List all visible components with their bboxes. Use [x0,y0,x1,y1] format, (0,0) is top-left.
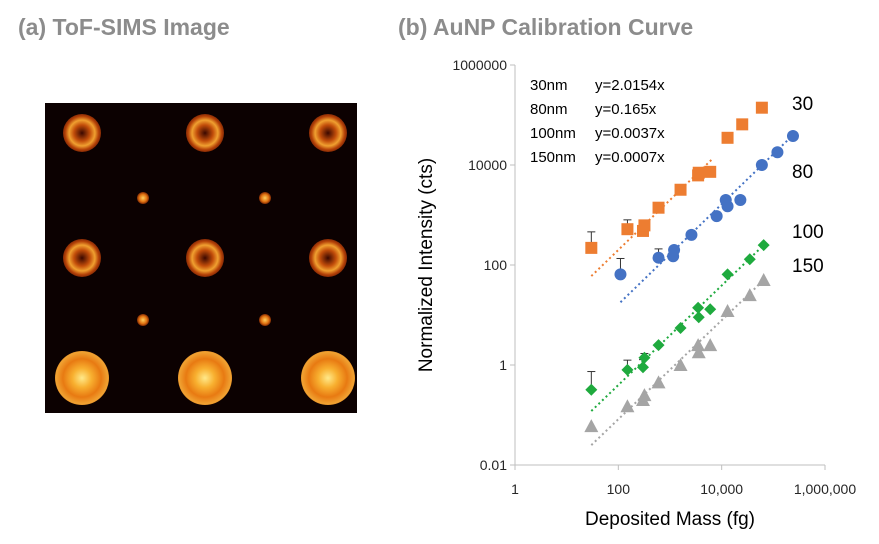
sims-spot [259,314,271,326]
data-point-150 [720,304,735,318]
y-tick-label: 100 [484,257,508,273]
data-point-100 [652,339,665,352]
data-point-80 [668,243,681,256]
data-point-80 [710,210,723,223]
data-point-80 [786,130,799,143]
data-point-30 [674,183,687,196]
equation-size-label: 100nm [530,125,576,142]
series-label-100: 100 [792,222,824,243]
data-point-150 [691,345,706,359]
data-point-150 [584,419,599,433]
equation-size-label: 30nm [530,77,568,94]
data-point-100 [674,321,687,334]
sims-spot [309,114,347,152]
sims-spot [186,114,224,152]
data-point-100 [757,239,770,252]
x-tick-label: 10,000 [700,481,743,497]
tof-sims-image [45,103,357,413]
y-tick-label: 0.01 [480,457,507,473]
equation-fit-label: y=2.0154x [595,77,665,94]
sims-spot [178,351,232,405]
sims-spot [259,192,271,204]
data-point-30 [585,241,598,254]
x-tick-label: 1,000,000 [794,481,856,497]
panel-a-title: (a) ToF-SIMS Image [18,14,230,40]
data-point-30 [638,219,651,232]
trendline-150 [590,279,765,446]
equation-fit-label: y=0.165x [595,101,657,118]
data-point-30 [621,223,634,236]
data-point-100 [621,363,634,376]
x-axis-label: Deposited Mass (fg) [585,509,755,530]
equation-fit-label: y=0.0007x [595,149,665,166]
chart-title: (b) AuNP Calibration Curve [398,14,694,40]
equation-size-label: 80nm [530,101,568,118]
data-point-150 [637,388,652,402]
sims-spot [63,114,101,152]
y-tick-label: 10000 [468,157,507,173]
data-point-80 [614,268,627,281]
sims-spot [186,239,224,277]
x-tick-label: 1 [511,481,519,497]
data-point-30 [755,101,768,114]
sims-spot [55,351,109,405]
series-label-80: 80 [792,162,813,183]
data-point-30 [736,118,749,131]
data-point-80 [685,228,698,241]
data-point-150 [673,358,688,371]
data-point-30 [721,131,734,144]
data-point-150 [742,288,757,302]
data-point-80 [734,193,747,206]
sims-spot [63,239,101,277]
data-point-80 [755,159,768,171]
data-point-100 [636,361,649,374]
series-label-30: 30 [792,94,813,115]
sims-spot [309,239,347,277]
data-point-80 [771,146,784,159]
data-point-100 [704,303,717,316]
data-point-30 [704,165,717,178]
equation-fit-label: y=0.0037x [595,125,665,142]
data-point-30 [692,166,705,179]
sims-spot [301,351,355,405]
series-label-150: 150 [792,256,824,277]
data-point-100 [721,268,734,281]
sims-spot [137,314,149,326]
data-point-150 [651,375,666,389]
data-point-100 [585,383,598,396]
sims-spot [137,192,149,204]
y-axis-label: Normalized Intensity (cts) [416,158,437,372]
y-tick-label: 1000000 [452,57,507,73]
data-point-150 [703,338,718,352]
data-point-80 [652,251,665,264]
y-tick-label: 1 [499,357,507,373]
data-point-100 [743,253,756,266]
data-point-80 [721,200,734,213]
x-tick-label: 100 [607,481,631,497]
data-point-100 [638,351,651,364]
data-point-150 [620,399,635,413]
equation-size-label: 150nm [530,149,576,166]
data-point-150 [691,338,706,352]
data-point-30 [652,201,665,214]
data-point-100 [692,301,705,314]
data-point-100 [692,311,705,324]
data-point-150 [756,273,771,287]
